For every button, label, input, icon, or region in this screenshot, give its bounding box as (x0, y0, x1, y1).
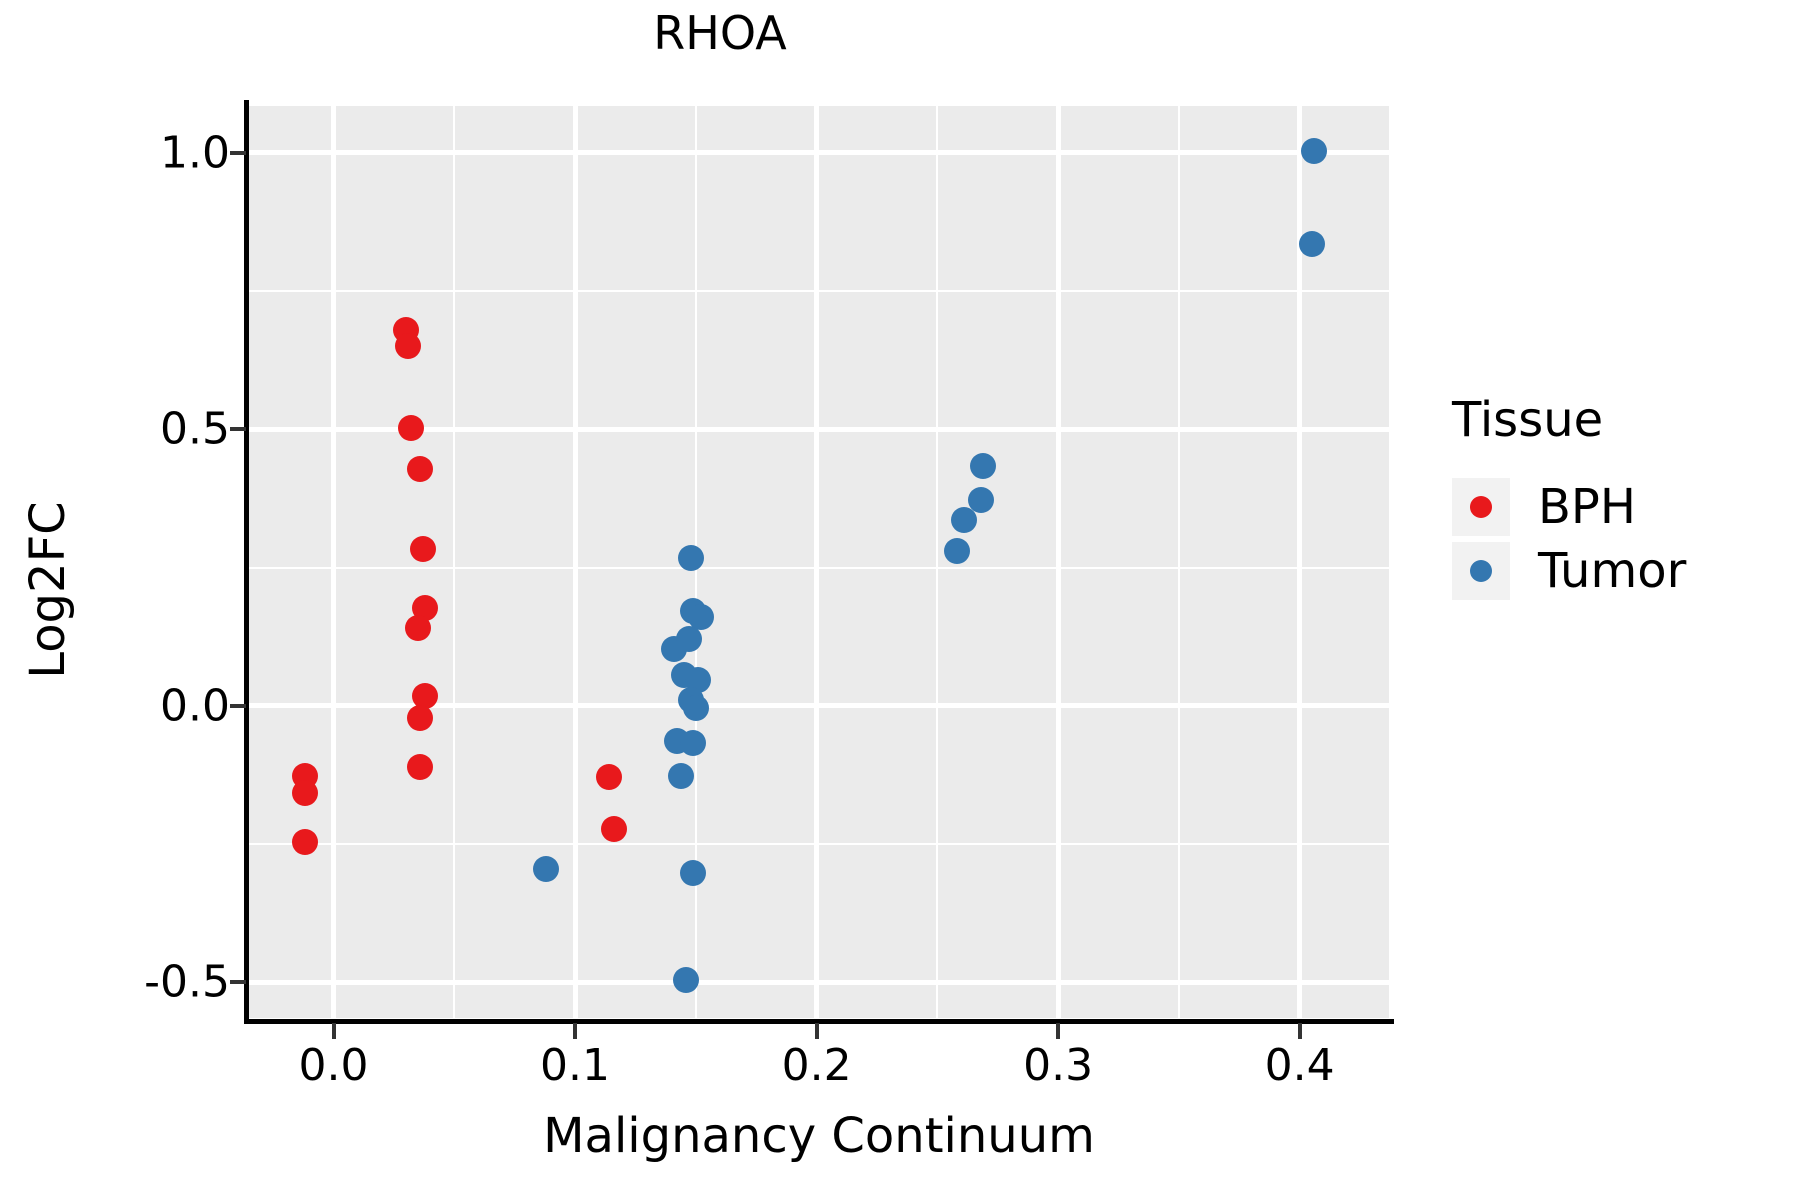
x-axis-tick-label: 0.3 (1023, 1040, 1094, 1091)
data-point-tumor (668, 763, 695, 790)
x-axis-title: Malignancy Continuum (543, 1108, 1095, 1164)
data-point-bph (395, 333, 422, 360)
data-point-tumor (967, 487, 994, 514)
legend-key-swatch (1452, 478, 1510, 536)
data-point-tumor (950, 506, 977, 533)
data-point-bph (407, 456, 434, 483)
y-axis-tick-label: -0.5 (144, 956, 230, 1008)
data-point-tumor (680, 860, 707, 887)
data-point-bph (595, 764, 622, 790)
x-axis-tick (331, 1023, 336, 1039)
data-point-bph (409, 536, 436, 563)
y-axis-tick-label: 0.5 (160, 403, 230, 455)
x-axis-tick (573, 1023, 578, 1039)
x-axis-tick-label: 0.4 (1264, 1040, 1335, 1091)
legend-dot-icon (1470, 560, 1492, 582)
data-point-bph (412, 682, 439, 709)
chart-title: RHOA (653, 6, 787, 60)
data-point-bph (405, 615, 432, 642)
gridline-vertical-minor (1177, 106, 1180, 1018)
legend-item-bph[interactable]: BPH (1452, 478, 1686, 536)
legend-key-swatch (1452, 542, 1510, 600)
data-point-tumor (675, 625, 702, 652)
y-axis-tick (230, 703, 246, 708)
x-axis-tick (1056, 1023, 1061, 1039)
data-point-tumor (533, 856, 560, 883)
y-axis-tick (230, 150, 246, 155)
gridline-vertical-major (814, 106, 820, 1018)
data-point-tumor (682, 694, 709, 721)
legend: Tissue BPH Tumor (1452, 392, 1686, 606)
y-axis-tick-label: 0.0 (160, 680, 230, 732)
data-point-bph (600, 815, 627, 842)
data-point-tumor (680, 729, 707, 756)
data-point-bph (291, 780, 318, 807)
x-axis-tick (1297, 1023, 1302, 1039)
legend-item-label: BPH (1538, 479, 1636, 535)
legend-item-tumor[interactable]: Tumor (1452, 542, 1686, 600)
legend-items: BPH Tumor (1452, 478, 1686, 600)
data-point-bph (397, 414, 424, 441)
gridline-vertical-minor (936, 106, 939, 1018)
gridline-vertical-major (572, 106, 578, 1018)
data-point-bph (291, 829, 318, 856)
x-axis-tick-label: 0.1 (540, 1040, 611, 1091)
plot-panel (249, 106, 1389, 1018)
y-axis-tick-label: 1.0 (160, 127, 230, 179)
gridline-vertical-minor (453, 106, 456, 1018)
data-point-tumor (677, 544, 704, 571)
x-axis-line (244, 1019, 1394, 1024)
data-point-bph (407, 705, 434, 732)
y-axis-line (244, 100, 249, 1024)
data-point-tumor (1301, 138, 1328, 165)
x-axis-tick-label: 0.2 (781, 1040, 852, 1091)
gridline-vertical-major (331, 106, 337, 1018)
legend-dot-icon (1470, 496, 1492, 518)
data-point-tumor (943, 538, 970, 565)
data-point-bph (407, 753, 434, 780)
data-point-tumor (970, 452, 997, 479)
data-point-tumor (1298, 230, 1325, 257)
y-axis-title: Log2FC (20, 501, 76, 679)
gridline-vertical-major (1297, 106, 1303, 1018)
gridline-vertical-major (1055, 106, 1061, 1018)
y-axis-tick (230, 427, 246, 432)
legend-title: Tissue (1452, 392, 1604, 448)
y-axis-tick (230, 980, 246, 985)
legend-item-label: Tumor (1538, 543, 1687, 599)
data-point-tumor (673, 967, 700, 994)
x-axis-tick-label: 0.0 (298, 1040, 369, 1091)
x-axis-tick (814, 1023, 819, 1039)
